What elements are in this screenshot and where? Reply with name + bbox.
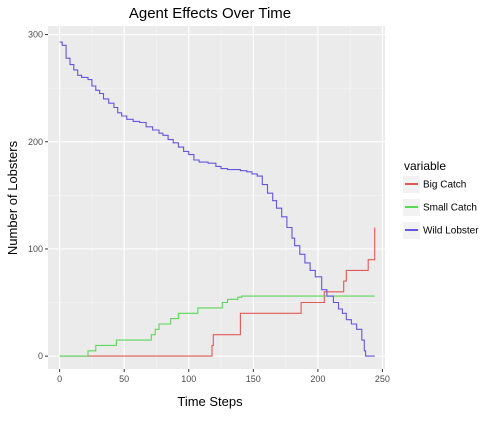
- x-tick-label: 250: [375, 374, 390, 384]
- chart-title: Agent Effects Over Time: [129, 5, 291, 22]
- y-tick-label: 200: [28, 137, 43, 147]
- y-axis-title: Number of Lobsters: [5, 140, 20, 255]
- axis-ticks: 0 50 100 150 200 250 0 100 200 300: [28, 30, 390, 384]
- plot-panel: [48, 26, 385, 369]
- series-line-wild-lobster: [59, 41, 375, 357]
- legend-label-small-catch: Small Catch: [423, 203, 477, 214]
- series-line-small-catch: [59, 295, 375, 357]
- grid: [48, 26, 385, 369]
- x-tick-label: 150: [246, 374, 261, 384]
- x-tick-label: 100: [181, 374, 196, 384]
- x-tick-label: 200: [310, 374, 325, 384]
- x-tick-label: 0: [57, 374, 62, 384]
- legend-title: variable: [404, 159, 446, 173]
- x-tick-label: 50: [119, 374, 129, 384]
- legend-label-big-catch: Big Catch: [423, 180, 466, 191]
- legend: variable Big Catch Small Catch Wild Lobste…: [403, 159, 479, 239]
- y-tick-label: 0: [38, 351, 43, 361]
- y-tick-label: 300: [28, 30, 43, 40]
- x-axis-title: Time Steps: [177, 394, 243, 409]
- series-lines: [59, 41, 376, 357]
- series-line-big-catch: [59, 227, 376, 357]
- legend-label-wild-lobster: Wild Lobster: [423, 226, 479, 237]
- y-tick-label: 100: [28, 244, 43, 254]
